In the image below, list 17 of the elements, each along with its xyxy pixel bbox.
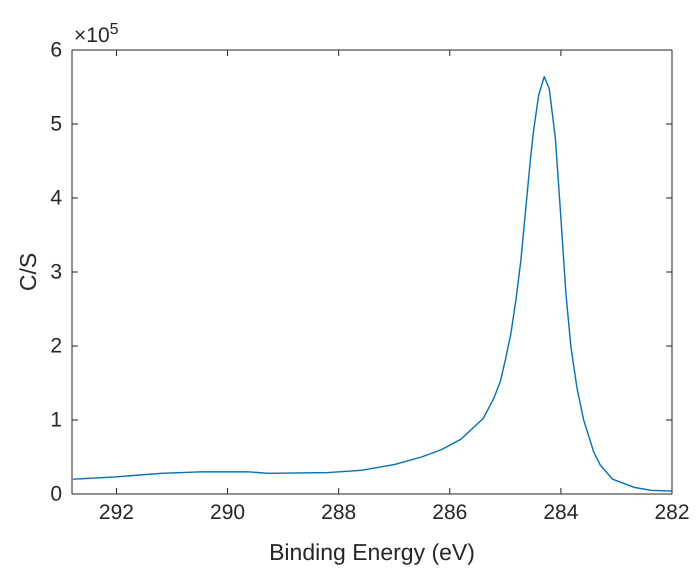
x-tick-label: 292 (98, 500, 134, 524)
line-series (72, 76, 673, 492)
x-tick-label: 286 (432, 500, 468, 524)
x-axis-title: Binding Energy (eV) (269, 539, 475, 565)
y-tick-label: 5 (50, 112, 62, 136)
x-tick-label: 284 (543, 500, 579, 524)
y-axis-title: C/S (15, 252, 41, 292)
x-tick-label: 288 (321, 500, 356, 524)
y-tick-label: 3 (50, 260, 62, 284)
y-tick-label: 0 (50, 482, 62, 506)
y-tick-label: 6 (50, 38, 62, 62)
y-tick-label: 1 (50, 408, 62, 432)
x-tick-label: 282 (654, 500, 690, 524)
y-tick-label: 2 (50, 334, 62, 358)
x-tick-label: 290 (210, 500, 246, 524)
y-tick-label: 4 (50, 186, 62, 210)
text: ×10$^{5}$ (74, 20, 119, 47)
